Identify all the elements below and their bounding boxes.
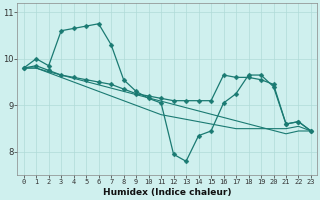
X-axis label: Humidex (Indice chaleur): Humidex (Indice chaleur) bbox=[103, 188, 232, 197]
